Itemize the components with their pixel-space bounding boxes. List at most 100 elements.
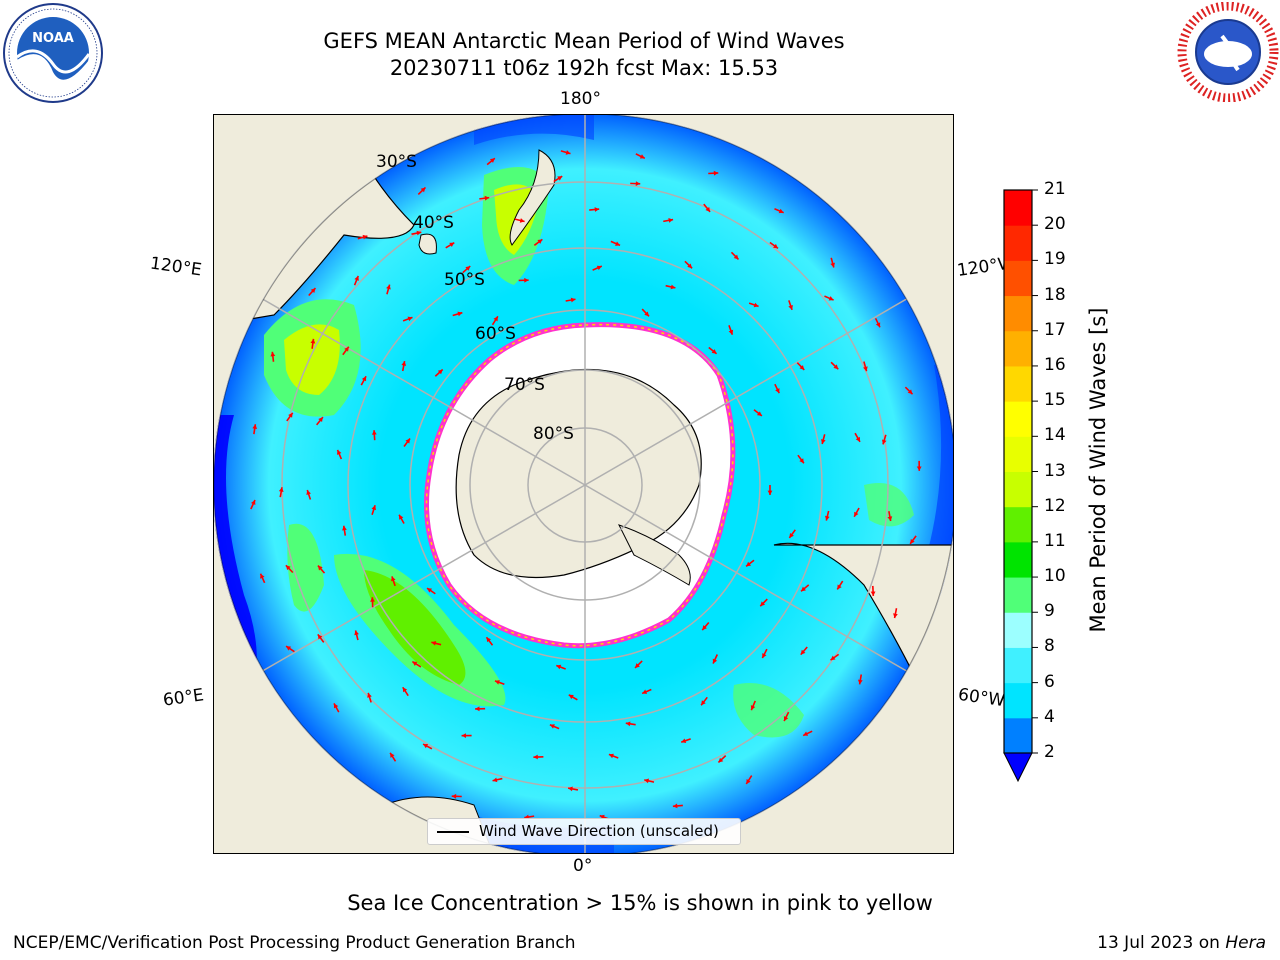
colorbar-tick-label: 15 <box>1044 390 1066 411</box>
wave-direction-arrow-head <box>317 634 323 640</box>
wave-direction-arrow-head <box>701 700 706 706</box>
lon-label-60w: 60°W <box>956 684 1007 712</box>
colorbar-segment <box>1004 506 1032 543</box>
wave-direction-arrow-head <box>493 316 498 322</box>
wave-direction-arrow-head <box>492 777 498 783</box>
wave-direction-arrow-head <box>556 664 562 670</box>
wave-direction-arrow-head <box>288 412 293 418</box>
wave-direction-arrow-head <box>475 706 480 712</box>
wave-direction-arrow-head <box>799 365 805 370</box>
wave-direction-arrow-head <box>711 349 717 354</box>
wave-direction-arrow-head <box>799 458 804 464</box>
colorbar-tick-label: 8 <box>1044 636 1055 657</box>
sea-ice-note: Sea Ice Concentration > 15% is shown in … <box>347 891 933 915</box>
wave-direction-arrow-head <box>644 778 650 784</box>
wave-direction-arrow-head <box>800 649 806 655</box>
map-canvas <box>214 115 953 853</box>
wave-direction-arrow-head <box>830 262 835 268</box>
wave-direction-arrow-head <box>887 516 893 522</box>
wave-direction-arrow-head <box>855 436 860 442</box>
wave-direction-arrow-head <box>250 499 256 505</box>
wave-direction-arrow-head <box>778 208 784 214</box>
colorbar-segment <box>1004 471 1032 508</box>
colorbar-segment <box>1004 260 1032 297</box>
colorbar-segment <box>1004 647 1032 684</box>
wave-direction-arrow-head <box>391 576 396 582</box>
wave-direction-arrow-head <box>310 288 316 293</box>
wave-direction-arrow-head <box>306 490 311 495</box>
wave-direction-arrow-head <box>371 430 377 435</box>
wave-direction-arrow-head <box>907 389 913 395</box>
lon-label-0: 0° <box>573 856 593 876</box>
colorbar-segment <box>1004 401 1032 437</box>
colorbar-extend-min <box>1003 752 1033 783</box>
wave-direction-arrow-head <box>407 316 413 322</box>
colorbar-tick-label: 14 <box>1044 425 1066 446</box>
lon-label-120e: 120°E <box>148 253 203 281</box>
wave-direction-arrow-head <box>775 388 780 394</box>
wave-direction-arrow-head <box>857 679 863 685</box>
colorbar-segment <box>1004 612 1032 648</box>
wave-direction-arrow-head <box>615 241 621 246</box>
wave-direction-arrow-head <box>310 338 316 344</box>
wave-direction-arrow-head <box>371 505 377 511</box>
wave-direction-arrow-head <box>830 655 836 661</box>
lat-label-80s: 80°S <box>533 424 574 444</box>
colorbar-tick-label: 12 <box>1044 495 1066 516</box>
wave-direction-arrow-head <box>405 438 411 444</box>
wave-direction-arrow-head <box>854 511 859 517</box>
legend-line-sample <box>437 831 469 833</box>
wave-direction-arrow-head <box>362 234 368 240</box>
graticule <box>214 115 953 853</box>
wave-direction-arrow-head <box>767 490 773 495</box>
wave-direction-arrow-head <box>431 641 437 646</box>
wave-direction-arrow-head <box>789 532 794 538</box>
map-legend: Wind Wave Direction (unscaled) <box>427 818 741 845</box>
colorbar-segment <box>1004 225 1032 261</box>
colorbar-tick-label: 6 <box>1044 671 1055 692</box>
wave-direction-arrow-head <box>412 661 418 666</box>
wave-direction-arrow-head <box>594 207 600 212</box>
wave-direction-arrow-head <box>803 731 809 736</box>
wave-direction-arrow-head <box>916 466 922 471</box>
colorbar-segment <box>1004 682 1032 719</box>
colorbar-tick-label: 19 <box>1044 249 1066 270</box>
wave-direction-arrow-head <box>557 176 563 181</box>
polar-map[interactable] <box>213 114 954 854</box>
colorbar-tick-label: 10 <box>1044 566 1066 587</box>
wave-direction-arrow-head <box>370 597 375 602</box>
wave-direction-arrow-head <box>318 417 323 423</box>
wave-direction-arrow-head <box>625 721 631 727</box>
wave-direction-arrow-head <box>420 187 426 193</box>
wave-direction-arrow-head <box>333 703 339 709</box>
wave-direction-arrow-head <box>427 588 433 593</box>
wave-direction-arrow-head <box>635 181 641 187</box>
colorbar-tick-label: 17 <box>1044 319 1066 340</box>
wave-direction-arrow-head <box>718 757 724 763</box>
svg-text:NOAA: NOAA <box>32 31 74 46</box>
wave-direction-arrow-head <box>824 515 830 521</box>
colorbar <box>1003 189 1038 783</box>
legend-label: Wind Wave Direction (unscaled) <box>479 822 719 840</box>
wave-direction-arrow-head <box>457 311 463 317</box>
wave-direction-arrow-head <box>270 351 276 357</box>
wave-direction-arrow-head <box>354 630 359 636</box>
wave-direction-arrow-head <box>833 364 839 370</box>
wave-direction-arrow-head <box>449 242 455 247</box>
wave-direction-arrow-head <box>317 565 323 571</box>
lat-label-70s: 70°S <box>504 375 545 395</box>
wave-direction-arrow-head <box>746 779 751 785</box>
wave-direction-arrow-head <box>361 376 367 382</box>
wave-direction-arrow-head <box>423 744 429 749</box>
wave-direction-arrow-head <box>635 663 640 668</box>
wave-direction-arrow-head <box>465 266 471 271</box>
wave-direction-arrow-head <box>733 254 739 260</box>
wave-direction-arrow-head <box>893 613 898 619</box>
colorbar-label: Mean Period of Wind Waves [s] <box>1086 307 1110 633</box>
wave-direction-arrow-head <box>260 573 265 579</box>
colorbar-segment <box>1004 365 1032 402</box>
wave-direction-arrow-head <box>402 687 408 693</box>
colorbar-tick-label: 21 <box>1044 179 1066 199</box>
colorbar-segment <box>1004 577 1032 613</box>
wave-direction-arrow-head <box>753 302 759 308</box>
